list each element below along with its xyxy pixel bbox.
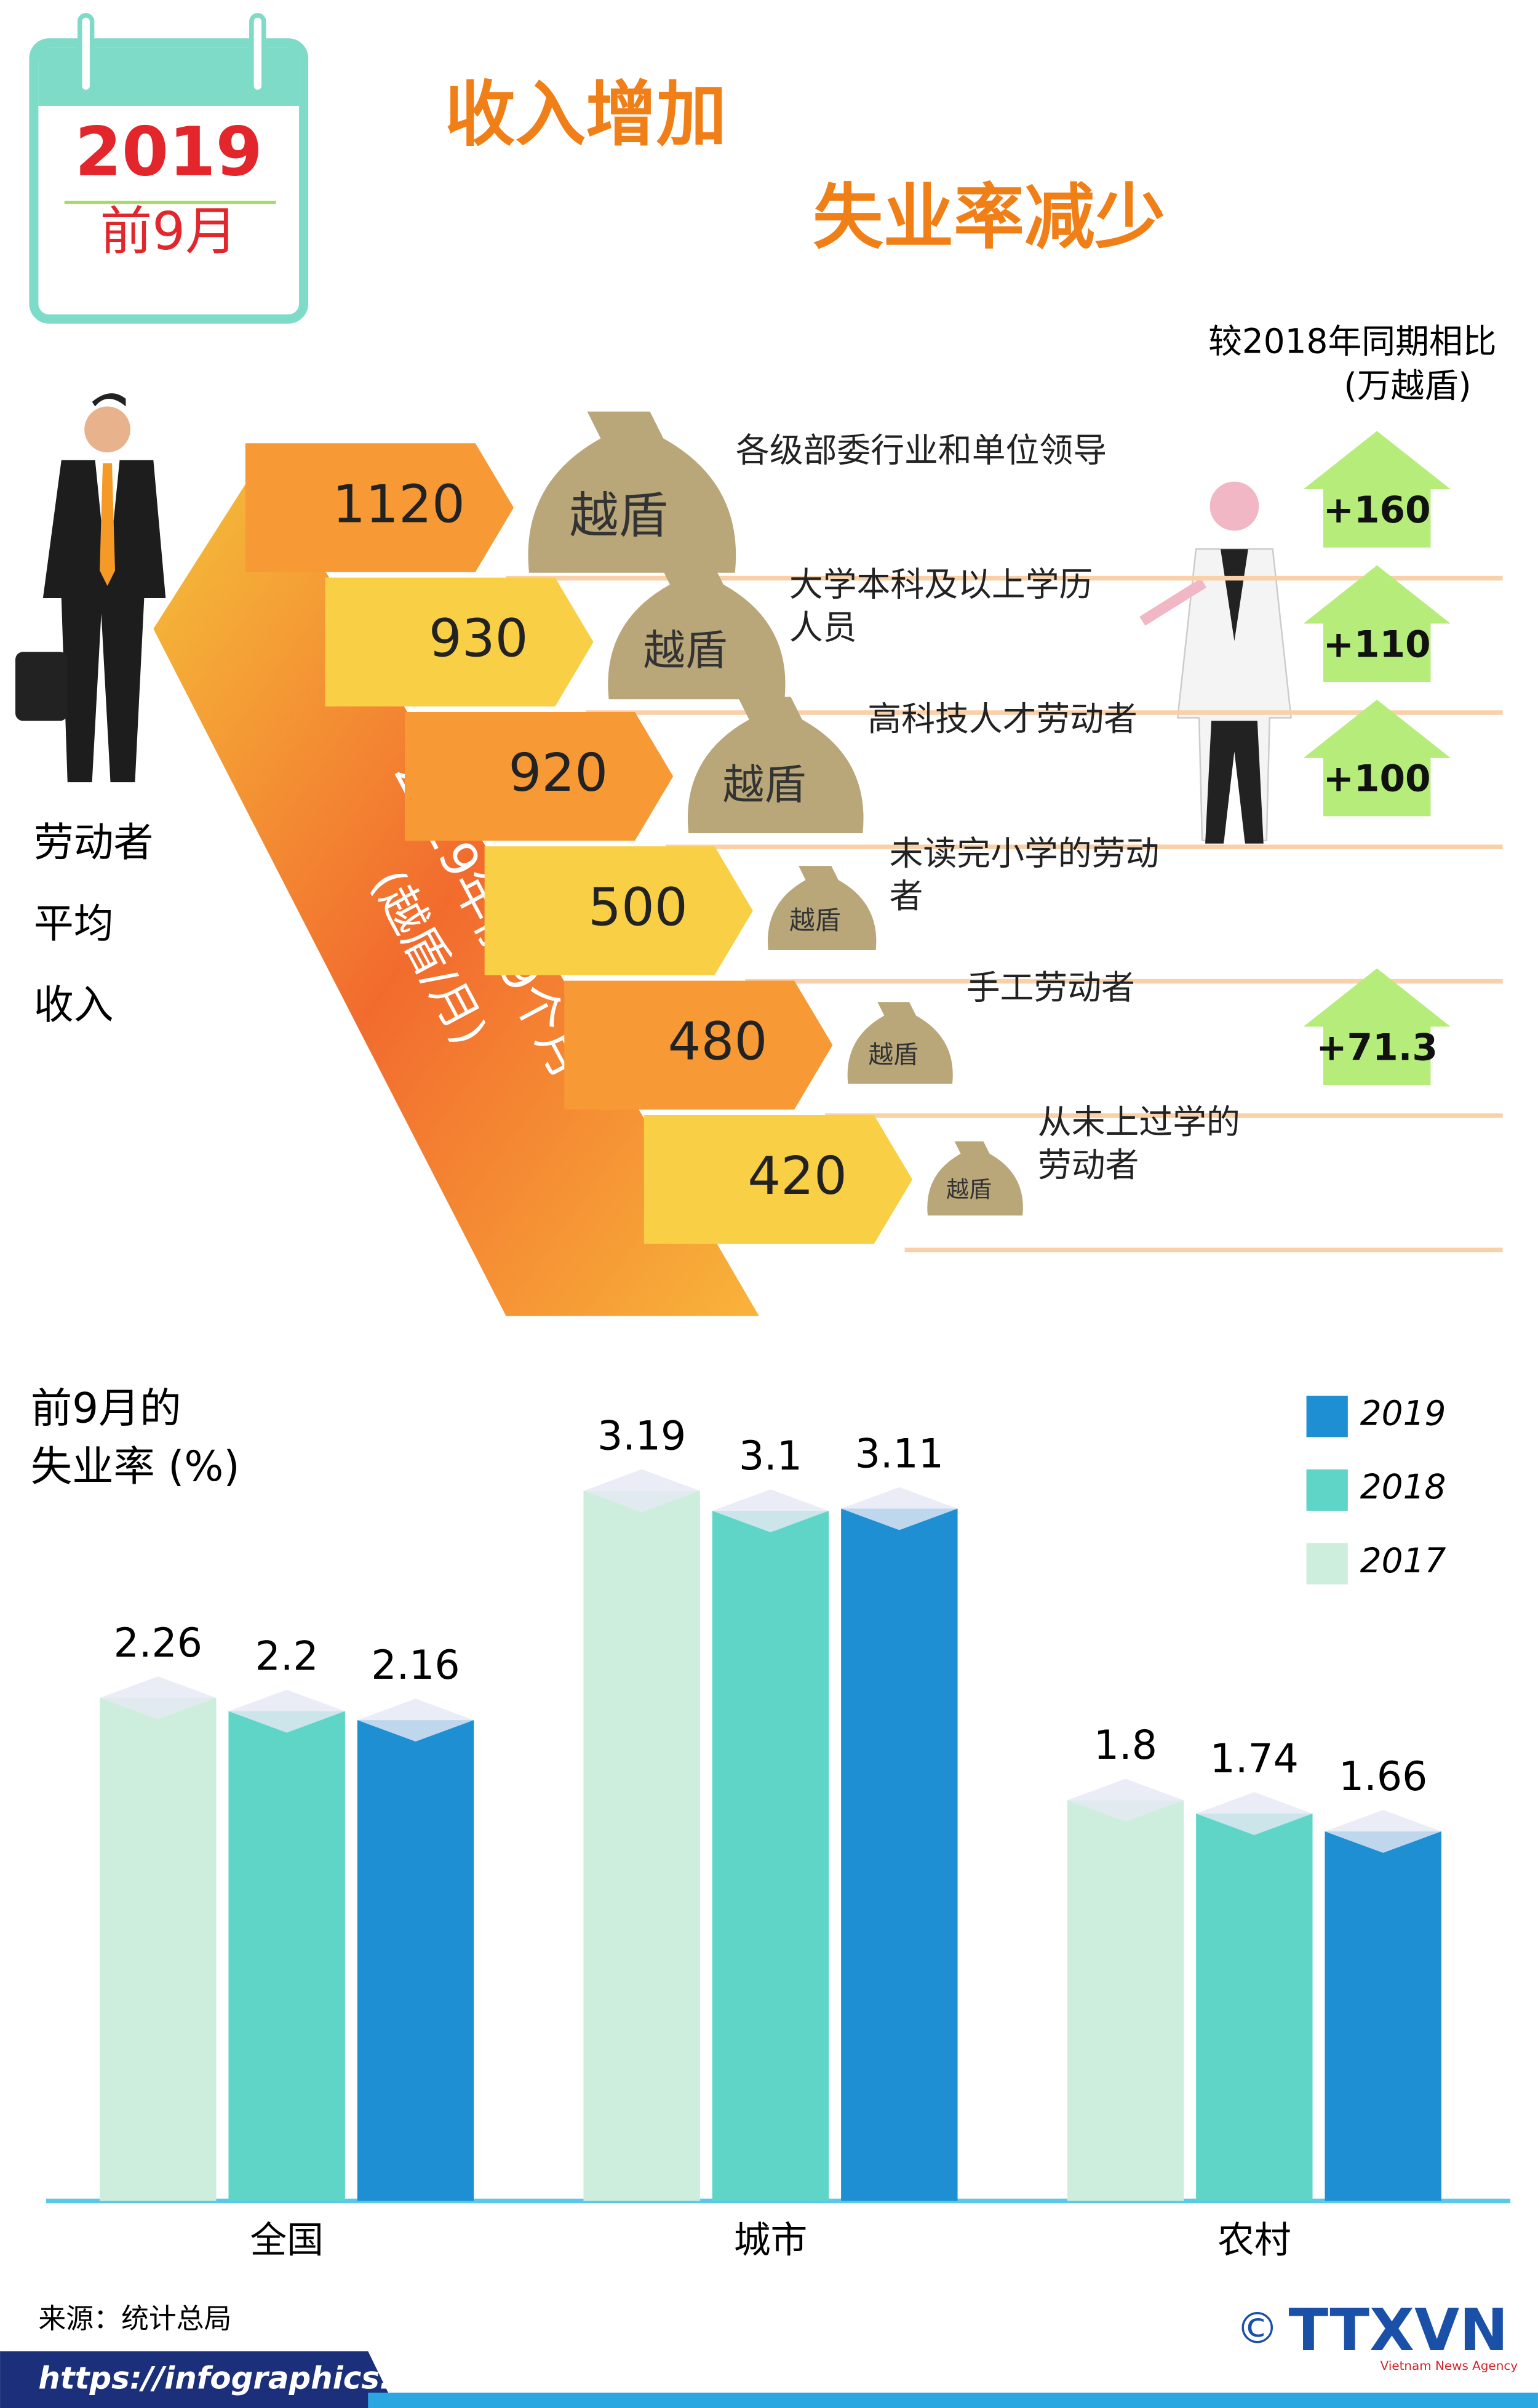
footer-strip: [368, 2393, 1538, 2408]
legend-swatch: [1306, 1543, 1348, 1585]
value-label: 3.11: [855, 1431, 944, 1477]
category-label: 手工劳动者: [966, 968, 1135, 1007]
income-arrow: [484, 846, 753, 975]
legend-swatch: [1306, 1396, 1348, 1438]
bar-cap: [841, 1487, 958, 1530]
bar: [1196, 1814, 1313, 2201]
value-label: 1.66: [1339, 1754, 1427, 1800]
value-label: 3.1: [739, 1433, 802, 1479]
bar-cap: [1067, 1778, 1184, 1822]
bar: [712, 1511, 829, 2201]
income-value: 920: [508, 742, 608, 803]
legend-swatch: [1306, 1469, 1348, 1511]
bar-cap: [228, 1689, 345, 1733]
x-tick-label: 全国: [250, 2218, 324, 2262]
copyright: ©: [1236, 2303, 1279, 2353]
value-label: 1.8: [1094, 1722, 1157, 1769]
bag-label: 越盾: [723, 761, 806, 809]
income-value: 480: [668, 1011, 768, 1072]
logo: TTXVN: [1289, 2297, 1508, 2364]
change-unit: (万越盾): [1344, 366, 1471, 406]
income-arrow: [564, 980, 833, 1110]
bar-cap: [583, 1469, 700, 1513]
category-label: 劳动者: [1038, 1145, 1139, 1185]
bar: [841, 1508, 958, 2201]
bar-cap: [712, 1489, 829, 1533]
bag-label: 越盾: [643, 626, 727, 675]
category-label: 从未上过学的: [1038, 1102, 1240, 1142]
legend-label: 2019: [1360, 1394, 1446, 1433]
money-bag: [927, 1141, 1023, 1216]
legend-label: 2017: [1360, 1541, 1446, 1580]
money-bag: [767, 866, 877, 951]
bar: [1067, 1800, 1184, 2201]
bag-label: 越盾: [569, 487, 667, 544]
change-label: +71.3: [1316, 1026, 1438, 1069]
category-label: 者: [890, 876, 923, 916]
x-tick-label: 城市: [734, 2218, 808, 2262]
change-label: +100: [1323, 758, 1431, 801]
bar: [1325, 1831, 1441, 2201]
chart-title: 劳动者: [34, 820, 153, 866]
category-label: 大学本科及以上学历: [789, 565, 1093, 604]
title: 收入增加: [445, 74, 727, 156]
bar: [583, 1490, 700, 2201]
category-label: 人员: [789, 608, 857, 647]
change-label: +110: [1323, 623, 1431, 666]
title: 失业率减少: [813, 177, 1165, 259]
x-tick-label: 农村: [1217, 2218, 1291, 2262]
calendar-ring: [249, 13, 266, 95]
bar: [228, 1711, 345, 2201]
calendar: [29, 38, 309, 324]
legend-label: 2018: [1360, 1467, 1446, 1506]
calendar-period: 前9月: [100, 201, 237, 262]
calendar-ring: [77, 13, 95, 95]
money-bag: [528, 411, 736, 573]
chart-title: 平均: [34, 901, 114, 947]
category-label: 高科技人才劳动者: [867, 699, 1138, 738]
money-bag: [687, 697, 864, 833]
bar: [357, 1720, 474, 2201]
footer-bar: [0, 2351, 396, 2408]
agency: Vietnam News Agency: [1381, 2359, 1518, 2373]
chart-title: 前9月的: [31, 1385, 181, 1433]
category-label: 未读完小学的劳动: [890, 833, 1160, 873]
value-label: 2.2: [255, 1634, 319, 1680]
value-label: 2.26: [114, 1620, 202, 1666]
income-value: 930: [429, 608, 528, 669]
chart-title: 失业率 (%): [31, 1442, 240, 1490]
bag-label: 越盾: [789, 905, 841, 935]
bar: [100, 1697, 217, 2201]
bag-label: 越盾: [869, 1040, 918, 1070]
money-bag: [608, 561, 786, 700]
url: https://infographics.vn: [38, 2361, 432, 2396]
income-value: 1120: [332, 473, 465, 534]
change-label: +160: [1323, 489, 1431, 532]
money-bag: [847, 1002, 953, 1084]
income-arrow: [245, 443, 514, 572]
category-label: 各级部委行业和单位领导: [736, 430, 1107, 470]
value-label: 2.16: [371, 1642, 460, 1689]
income-arrow: [643, 1114, 913, 1244]
chart-title: 收入: [34, 982, 114, 1028]
income-arrow: [325, 577, 594, 706]
bag-label: 越盾: [946, 1177, 992, 1203]
change-title: 较2018年同期相比: [1208, 321, 1497, 361]
doctor-figure: [1139, 481, 1293, 844]
businessman-figure: [15, 393, 166, 783]
income-value: 420: [747, 1145, 847, 1206]
income-arrow: [405, 711, 674, 841]
source: 来源：统计总局: [38, 2302, 231, 2335]
value-label: 1.74: [1210, 1736, 1299, 1782]
calendar-year: 2019: [75, 112, 263, 191]
value-label: 3.19: [597, 1413, 686, 1459]
income-value: 500: [588, 876, 688, 937]
